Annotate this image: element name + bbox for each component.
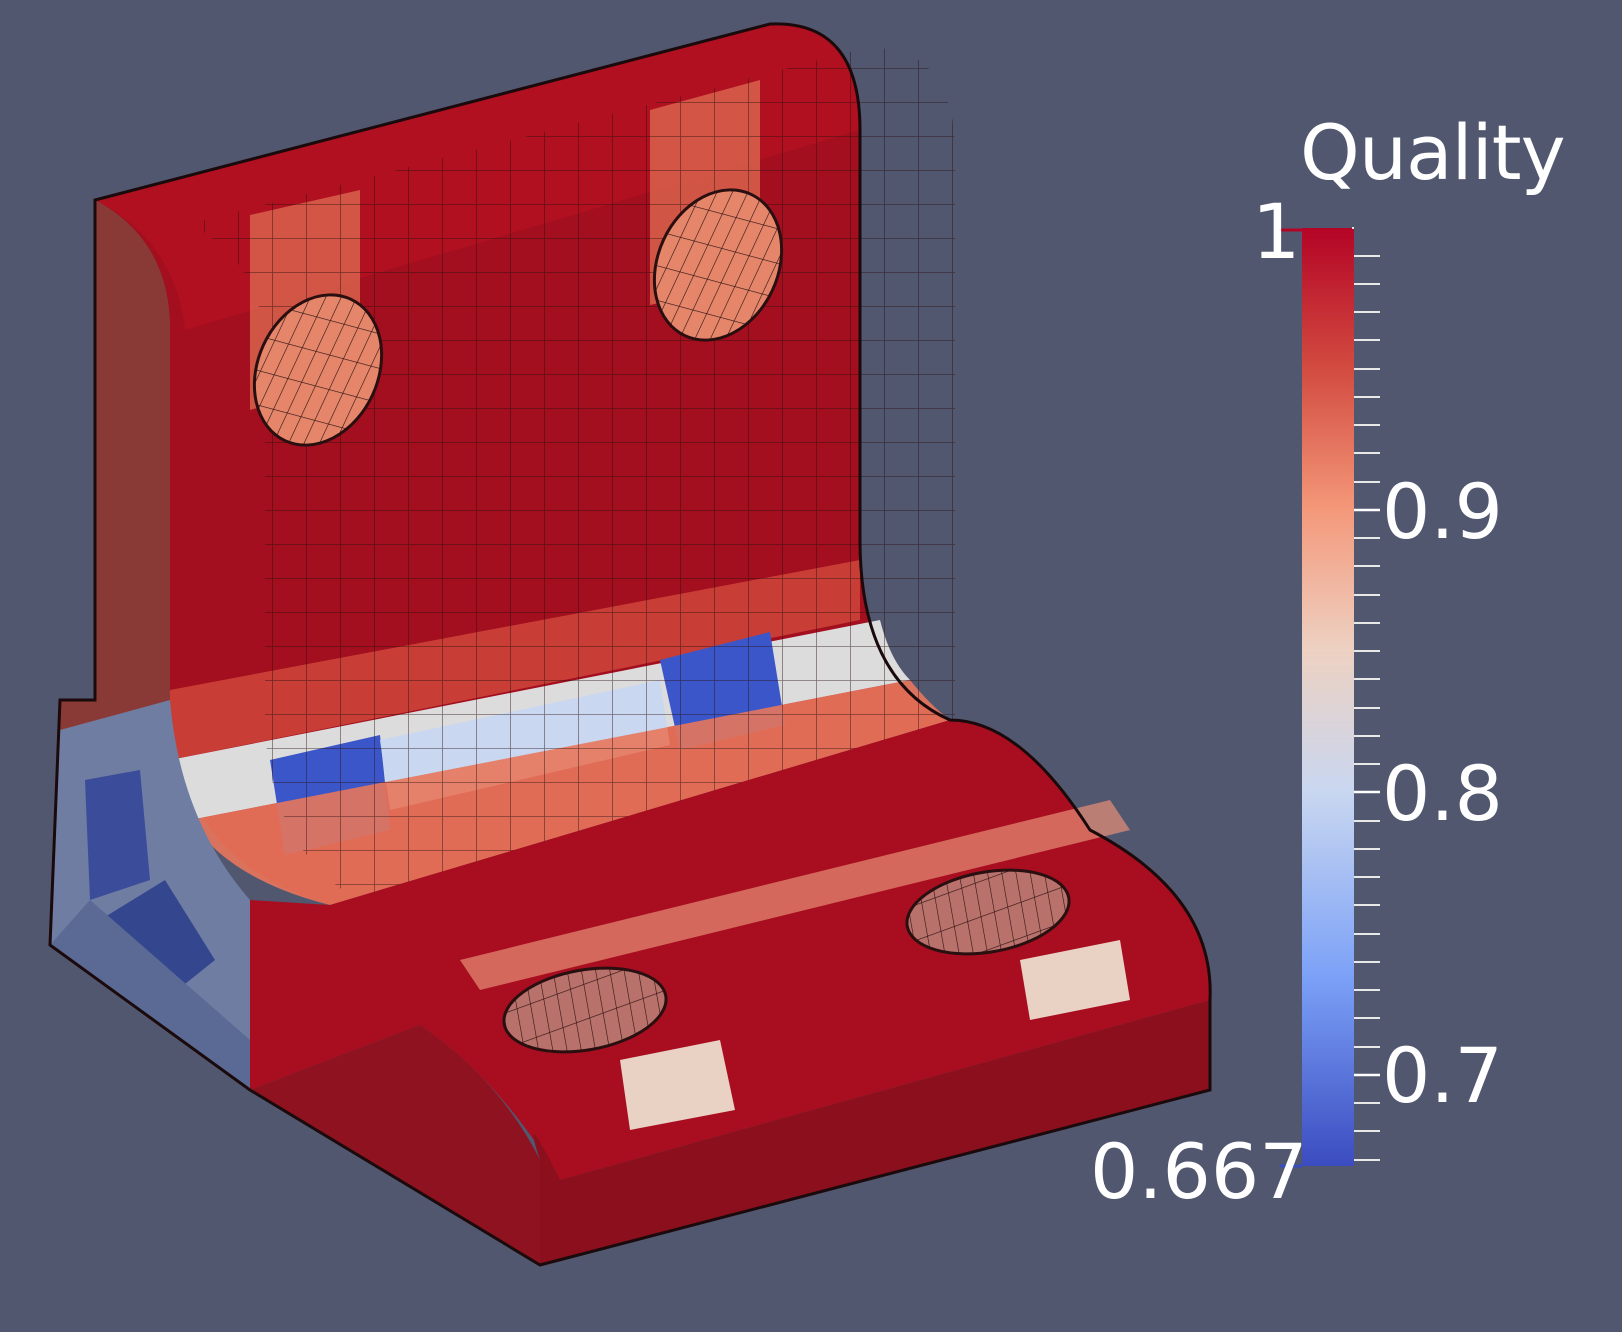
bracket-side-face [50, 200, 250, 1090]
legend-min-label: 0.667 [1090, 1127, 1308, 1216]
legend-tick-label: 0.8 [1382, 749, 1503, 838]
bracket-vertical-wall [95, 23, 955, 924]
legend-max-label: 1 [1252, 187, 1301, 276]
bracket-outline [48, 22, 1212, 1267]
colorbar-major-ticks [1354, 508, 1380, 1077]
colorbar-minor-ticks [1352, 227, 1380, 1161]
colorbar-gradient [1302, 228, 1354, 1166]
quality-colorbar [1280, 227, 1380, 1168]
legend-title: Quality [1300, 108, 1566, 197]
legend-tick-label: 0.7 [1382, 1031, 1503, 1120]
legend-tick-label: 0.9 [1382, 467, 1503, 556]
